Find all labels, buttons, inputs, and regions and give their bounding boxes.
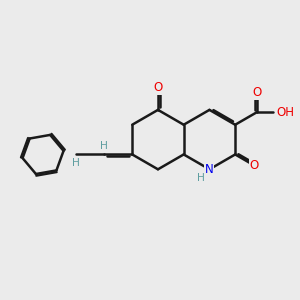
Text: O: O bbox=[153, 81, 163, 94]
Text: N: N bbox=[205, 163, 214, 176]
Text: H: H bbox=[72, 158, 80, 168]
Text: O: O bbox=[252, 86, 262, 99]
Text: O: O bbox=[250, 159, 259, 172]
Text: OH: OH bbox=[276, 106, 294, 118]
Text: H: H bbox=[197, 172, 205, 183]
Text: H: H bbox=[100, 140, 108, 151]
